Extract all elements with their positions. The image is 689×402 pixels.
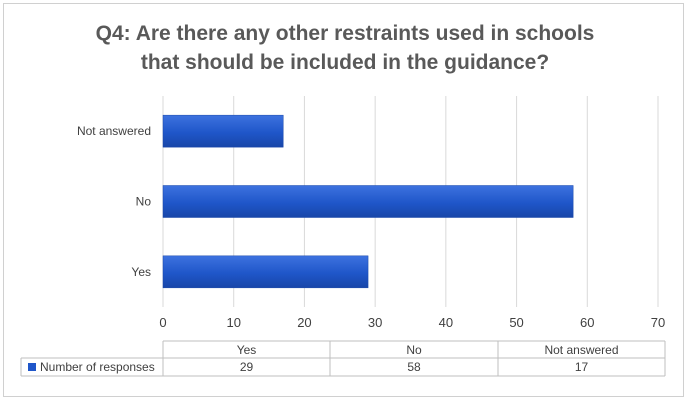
bar-yes [162,255,369,289]
legend-swatch [28,363,36,371]
x-tick-label: 40 [439,315,453,330]
x-tick-label: 0 [159,315,166,330]
x-axis-ticks: 0 10 20 30 40 50 60 70 [159,315,665,330]
chart-title-line-2: that should be included in the guidance? [141,51,549,74]
x-tick-label: 70 [651,315,665,330]
x-tick-label: 30 [368,315,382,330]
table-value: 17 [575,360,589,374]
x-tick-label: 20 [297,315,311,330]
responses-bar-chart: Q4: Are there any other restraints used … [20,22,666,377]
x-tick-label: 60 [580,315,594,330]
category-label-not-answered: Not answered [77,124,151,138]
bars [162,114,574,289]
x-tick-label: 50 [509,315,523,330]
x-tick-label: 10 [226,315,240,330]
chart-frame: Q4: Are there any other restraints used … [3,3,684,397]
data-table: Yes 29 No 58 Not answered 17 Number of respons… [20,340,666,377]
bar-not-answered [162,114,284,148]
table-header: Not answered [544,343,618,357]
table-header: No [406,343,422,357]
chart-title-line-1: Q4: Are there any other restraints used … [96,22,595,45]
table-value: 29 [240,360,254,374]
category-label-yes: Yes [131,265,151,279]
table-header: Yes [237,343,257,357]
category-labels: Yes No Not answered [77,124,151,279]
table-value: 58 [407,360,421,374]
legend-label: Number of responses [40,360,155,374]
bar-no [162,185,574,218]
category-label-no: No [136,195,152,209]
